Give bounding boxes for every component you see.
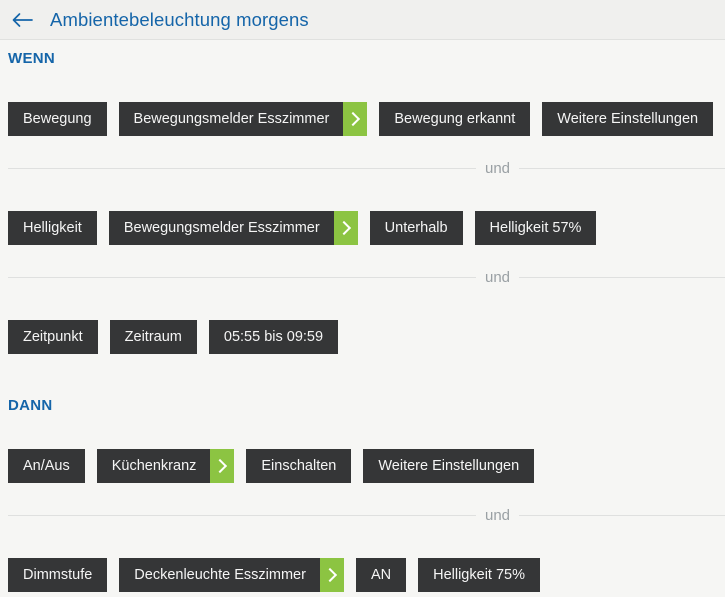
section-label: DANN bbox=[8, 397, 53, 414]
chip-label: Helligkeit 57% bbox=[489, 220, 582, 236]
chip-an-aus[interactable]: An/Aus bbox=[8, 449, 85, 483]
chip-05-55-bis-09-59[interactable]: 05:55 bis 09:59 bbox=[208, 320, 339, 354]
chip-label: Helligkeit bbox=[23, 220, 82, 236]
chip-label: Küchenkranz bbox=[111, 458, 197, 474]
chip-label: Deckenleuchte Esszimmer bbox=[134, 567, 306, 583]
chip-weitere-einstellungen[interactable]: Weitere Einstellungen bbox=[542, 102, 714, 136]
chevron-right-icon[interactable] bbox=[343, 102, 368, 136]
chevron-glyph bbox=[336, 220, 351, 236]
chip-helligkeit-75%[interactable]: Helligkeit 75% bbox=[418, 558, 540, 592]
and-separator: und bbox=[8, 507, 725, 524]
chip-deckenleuchte-esszimmer[interactable]: Deckenleuchte Esszimmer bbox=[119, 558, 344, 592]
and-label: und bbox=[485, 160, 511, 177]
chip-label: Weitere Einstellungen bbox=[557, 111, 699, 127]
chip-unterhalb[interactable]: Unterhalb bbox=[369, 211, 463, 245]
chip-bewegung-erkannt[interactable]: Bewegung erkannt bbox=[379, 102, 531, 136]
rule-row: Zeitpunkt Zeitraum 05:55 bis 09:59 bbox=[8, 320, 725, 354]
chip-küchenkranz[interactable]: Küchenkranz bbox=[96, 449, 235, 483]
section-dann: DANN An/Aus Küchenkranz Einschalten Weitere … bbox=[8, 354, 725, 592]
header: Ambientebeleuchtung morgens bbox=[0, 0, 725, 40]
chip-bewegung[interactable]: Bewegung bbox=[8, 102, 107, 136]
chevron-right-icon[interactable] bbox=[319, 558, 344, 592]
back-arrow-icon bbox=[11, 12, 33, 28]
rule-row: Dimmstufe Deckenleuchte Esszimmer AN Hellig… bbox=[8, 558, 725, 592]
chevron-right-icon[interactable] bbox=[210, 449, 235, 483]
rule-row: An/Aus Küchenkranz Einschalten Weitere Eins… bbox=[8, 449, 725, 483]
chevron-glyph bbox=[213, 458, 228, 474]
chip-label: Weitere Einstellungen bbox=[378, 458, 520, 474]
and-separator: und bbox=[8, 160, 725, 177]
and-separator: und bbox=[8, 269, 725, 286]
chip-label: Bewegung bbox=[23, 111, 92, 127]
chip-einschalten[interactable]: Einschalten bbox=[246, 449, 352, 483]
and-label: und bbox=[485, 269, 511, 286]
chip-label: 05:55 bis 09:59 bbox=[223, 329, 324, 345]
chip-label: Einschalten bbox=[261, 458, 337, 474]
separator-line bbox=[519, 515, 725, 516]
chip-label: AN bbox=[370, 567, 392, 583]
chip-helligkeit-57%[interactable]: Helligkeit 57% bbox=[474, 211, 597, 245]
and-label: und bbox=[485, 507, 511, 524]
chip-helligkeit[interactable]: Helligkeit bbox=[8, 211, 97, 245]
chip-label: Zeitpunkt bbox=[23, 329, 83, 345]
chip-dimmstufe[interactable]: Dimmstufe bbox=[8, 558, 108, 592]
separator-line bbox=[519, 277, 725, 278]
chip-label: Bewegung erkannt bbox=[394, 111, 516, 127]
chip-label: An/Aus bbox=[23, 458, 70, 474]
chip-label: Zeitraum bbox=[124, 329, 182, 345]
separator-line bbox=[8, 168, 476, 169]
chip-an[interactable]: AN bbox=[355, 558, 407, 592]
section-wenn: WENN Bewegung Bewegungsmelder Esszimmer Bew… bbox=[8, 40, 725, 354]
separator-line bbox=[519, 168, 725, 169]
rule-row: Helligkeit Bewegungsmelder Esszimmer Unter… bbox=[8, 211, 725, 245]
chevron-glyph bbox=[346, 111, 361, 127]
page-title: Ambientebeleuchtung morgens bbox=[50, 8, 309, 30]
section-label: WENN bbox=[8, 50, 56, 67]
rule-row: Bewegung Bewegungsmelder Esszimmer Bewegun… bbox=[8, 102, 725, 136]
chip-label: Bewegungsmelder Esszimmer bbox=[133, 111, 330, 127]
chip-label: Unterhalb bbox=[384, 220, 448, 236]
chip-bewegungsmelder-esszimmer[interactable]: Bewegungsmelder Esszimmer bbox=[108, 211, 358, 245]
rule-content: WENN Bewegung Bewegungsmelder Esszimmer Bew… bbox=[0, 40, 725, 597]
chip-label: Helligkeit 75% bbox=[433, 567, 525, 583]
separator-line bbox=[8, 277, 476, 278]
chevron-glyph bbox=[322, 567, 338, 583]
chip-zeitraum[interactable]: Zeitraum bbox=[109, 320, 197, 354]
separator-line bbox=[8, 515, 476, 516]
chip-weitere-einstellungen[interactable]: Weitere Einstellungen bbox=[363, 449, 535, 483]
chevron-right-icon[interactable] bbox=[333, 211, 358, 245]
chip-label: Bewegungsmelder Esszimmer bbox=[123, 220, 320, 236]
back-button[interactable] bbox=[8, 6, 36, 34]
chip-label: Dimmstufe bbox=[23, 567, 93, 583]
chip-bewegungsmelder-esszimmer[interactable]: Bewegungsmelder Esszimmer bbox=[118, 102, 368, 136]
chip-zeitpunkt[interactable]: Zeitpunkt bbox=[8, 320, 98, 354]
